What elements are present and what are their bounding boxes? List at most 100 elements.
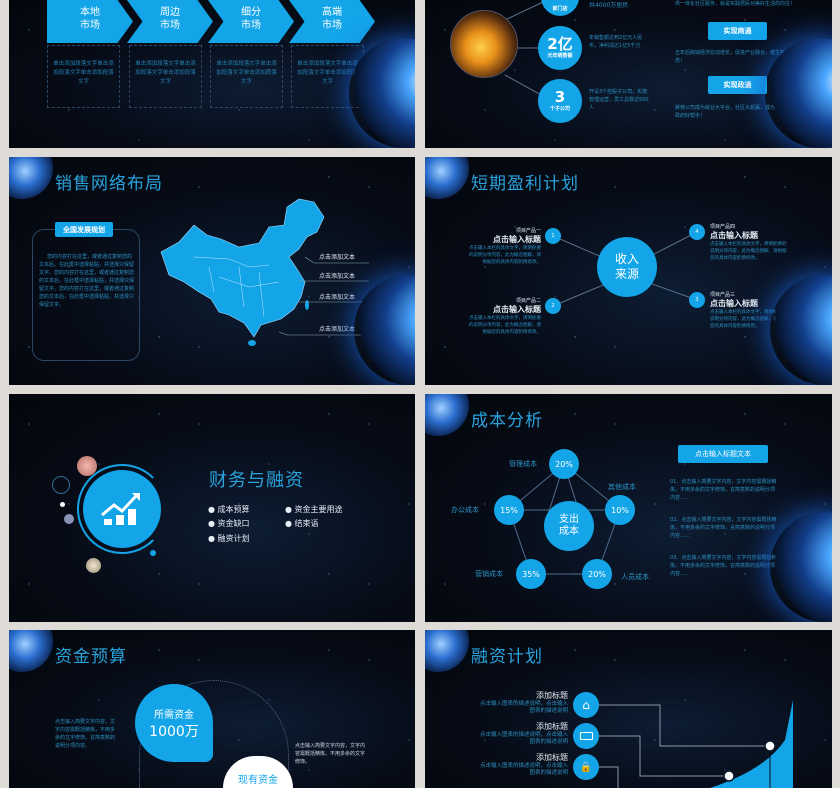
item-number-badge: 3 bbox=[689, 292, 705, 308]
money-photo bbox=[77, 456, 97, 476]
slide-sales-network[interactable]: 销售网络布局 全国发展规划 您的内容打在这里，或者通过复制您的文本后，在此框中选… bbox=[9, 157, 415, 385]
item-heading: 点击输入标题 bbox=[710, 231, 758, 240]
item-title: 添加标题 bbox=[536, 753, 568, 762]
cost-segment-label: 其他成本 bbox=[608, 483, 636, 491]
finance-icon-circle bbox=[83, 470, 161, 548]
paragraph: 五年后跨域经济拉动增长，促进产业融合，催生新型商业业态！ bbox=[675, 50, 806, 64]
china-map bbox=[160, 198, 325, 346]
cost-segment-circle: 20% bbox=[582, 559, 612, 589]
income-source-circle: 收入 来源 bbox=[597, 237, 657, 297]
text-box: 单击添加段落文字单击添加段落文字单击添加段落文字 bbox=[129, 45, 202, 108]
home-icon: ⌂ bbox=[573, 692, 599, 718]
stat-text: 开设3个控股子公司，实施管理运营，员工总数达500人 bbox=[589, 89, 649, 111]
slide-markets[interactable]: 本地 市场 周边 市场 细分 市场 高端 市场 单击添加段落文字单击添加段落文字… bbox=[9, 0, 415, 148]
chevron-highend-market: 高端 市场 bbox=[289, 0, 375, 43]
paragraph: 供一体化社区服务，就是实践居民对美好生活的向往！ bbox=[675, 1, 796, 7]
item-heading: 点击输入标题 bbox=[493, 305, 541, 314]
item-number-badge: 4 bbox=[689, 224, 705, 240]
plan-item: 添加标题 点击输入图表的描述说明，点击输入图表的描述说明 bbox=[475, 722, 568, 746]
plan-item: 添加标题 点击输入图表的描述说明，点击输入图表的描述说明 bbox=[475, 691, 568, 715]
item-desc: 点击输入本栏的具体文字，简明扼要的说明分项内容，此为概念图解，请根据您的具体内容… bbox=[469, 316, 541, 335]
lock-icon: 🔒 bbox=[573, 754, 599, 780]
item-number-badge: 2 bbox=[545, 298, 561, 314]
title-input-button[interactable]: 点击输入标题文本 bbox=[678, 445, 768, 463]
dot-decoration bbox=[60, 502, 65, 507]
item-block: 项目产品二 点击输入标题 点击输入本栏的具体文字，简明扼要的说明分项内容，此为概… bbox=[465, 297, 541, 336]
toc-item[interactable]: ● 结束语 bbox=[285, 519, 319, 528]
item-title: 添加标题 bbox=[536, 691, 568, 700]
slide-title: 资金预算 bbox=[55, 647, 127, 667]
money-photo bbox=[64, 514, 74, 524]
dot-decoration bbox=[150, 550, 156, 556]
slide-fund-budget[interactable]: 资金预算 所需资金 1000万 现有资金 点击输入简要文字内容，文字内容需概括精炼… bbox=[9, 630, 415, 788]
toc-item[interactable]: ● 成本预算 bbox=[208, 505, 250, 514]
item-subtitle: 项目产品三 bbox=[710, 292, 736, 298]
cost-segment-label: 人员成本 bbox=[621, 573, 649, 581]
paragraph: 02、点击输入简要文字内容，文字内容需概括精炼，不用多余的文字修饰，言简意赅的说… bbox=[670, 517, 777, 539]
chevron-segment-market: 细分 市场 bbox=[208, 0, 294, 43]
globe-image bbox=[9, 630, 53, 672]
toc-item[interactable]: ● 资金缺口 bbox=[208, 519, 250, 528]
chart-growth-icon bbox=[101, 493, 140, 525]
cost-segment-circle: 35% bbox=[516, 559, 546, 589]
cost-segment-circle: 20% bbox=[549, 449, 579, 479]
slide-finance-section[interactable]: 财务与融资 ● 成本预算 ● 资金主要用途 ● 资金缺口 ● 结束语 ● 融资计… bbox=[9, 394, 415, 622]
toc-item[interactable]: ● 融资计划 bbox=[208, 534, 250, 543]
item-block: 项目产品一 点击输入标题 点击输入本栏的具体文字，简明扼要的说明分项内容，此为概… bbox=[465, 227, 541, 266]
stat-circle-sales: 2亿 元年销售额 bbox=[538, 26, 582, 70]
slide-title: 短期盈利计划 bbox=[471, 174, 579, 194]
realize-commerce-button[interactable]: 实现商通 bbox=[708, 22, 767, 40]
map-label: 点击添加文本 bbox=[319, 254, 356, 261]
ring-decoration bbox=[52, 476, 70, 494]
text-box: 单击添加段落文字单击添加段落文字单击添加段落文字 bbox=[210, 45, 283, 108]
map-label: 点击添加文本 bbox=[319, 326, 356, 333]
cost-segment-circle: 15% bbox=[494, 495, 524, 525]
slide-cost-analysis[interactable]: 成本分析 支出 成本 20% 10% 20% 35% 15% 管理成本 其他成本… bbox=[425, 394, 832, 622]
item-title: 添加标题 bbox=[536, 722, 568, 731]
national-plan-button[interactable]: 全国发展规划 bbox=[55, 222, 113, 237]
connector-lines bbox=[504, 1, 544, 97]
realize-government-button[interactable]: 实现政通 bbox=[708, 76, 767, 94]
paragraph: 03、点击输入简要文字内容，文字内容需概括精炼，不用多余的文字修饰，言简意赅的说… bbox=[670, 555, 777, 577]
item-block: 项目产品三 点击输入标题 点击输入本栏的具体文字，简明扼要的说明分项内容，此为概… bbox=[710, 291, 790, 330]
cost-segment-label: 办公成本 bbox=[451, 506, 479, 514]
map-label: 点击添加文本 bbox=[319, 273, 356, 280]
plan-paragraph: 您的内容打在这里，或者通过复制您的文本后，在此框中选择粘贴，并选择只保留文字。您… bbox=[39, 254, 135, 308]
slide-title: 融资计划 bbox=[471, 647, 543, 667]
slide-financing-plan[interactable]: 融资计划 ⌂ 🔒 添加标题 点击输入图表的描述说明，点击输入图表的描述说明 添加… bbox=[425, 630, 832, 788]
ring-decoration bbox=[77, 464, 167, 554]
cost-segment-label: 营销成本 bbox=[475, 570, 503, 578]
section-title: 财务与融资 bbox=[209, 470, 304, 491]
stat-circle-subsidiaries: 3 个子公司 bbox=[538, 79, 582, 123]
item-heading: 点击输入标题 bbox=[710, 299, 758, 308]
toc-item[interactable]: ● 资金主要用途 bbox=[285, 505, 343, 514]
item-block: 项目产品四 点击输入标题 点击输入本栏的具体文字，简明扼要的说明分项内容，此为概… bbox=[710, 223, 790, 262]
slide-achievements[interactable]: 家门店 2亿 元年销售额 3 个子公司 共4000万居民 年销售额达到2亿元人民币，… bbox=[425, 0, 832, 148]
growth-chart bbox=[593, 700, 793, 788]
slide-title: 成本分析 bbox=[471, 411, 543, 431]
item-desc: 点击输入图表的描述说明，点击输入图表的描述说明 bbox=[479, 701, 568, 714]
slide-title: 销售网络布局 bbox=[55, 174, 163, 194]
slide-profit-plan[interactable]: 短期盈利计划 收入 来源 1 2 4 3 项目产品一 点击输入标题 点击输入本栏… bbox=[425, 157, 832, 385]
item-number-badge: 1 bbox=[545, 228, 561, 244]
stat-text: 年销售额达到2亿元人民币，净利润达1亿5千万 bbox=[589, 35, 643, 49]
paragraph: 点击输入简要文字内容，文字内容需概括精炼，不用多余的文字修饰，言简意赅的说明分项… bbox=[55, 719, 116, 749]
stat-text: 共4000万居民 bbox=[589, 2, 629, 9]
item-subtitle: 项目产品二 bbox=[515, 298, 541, 304]
required-funds-bubble: 所需资金 1000万 bbox=[135, 684, 213, 762]
paragraph: 將使公司成为就业大平台，社区大超赢，成为市场经济下的政府好帮手！ bbox=[675, 105, 806, 119]
paragraph: 01、点击输入简要文字内容，文字内容需概括精炼，不用多余的文字修饰，言简意赅的说… bbox=[670, 479, 777, 501]
chevron-nearby-market: 周边 市场 bbox=[127, 0, 213, 43]
item-desc: 点击输入本栏的具体文字，简明扼要的说明分项内容，此为概念图解，请根据您的具体内容… bbox=[469, 246, 541, 265]
text-box: 单击添加段落文字单击添加段落文字单击添加段落文字 bbox=[47, 45, 120, 108]
cost-segment-circle: 10% bbox=[605, 495, 635, 525]
item-desc: 点击输入本栏的具体文字，简明扼要的说明分项内容，此为概念图解，请根据您的具体内容… bbox=[710, 242, 787, 261]
battery-icon bbox=[573, 723, 599, 749]
paragraph: 点击输入简要文字内容，文字内容需概括精炼，不用多余的文字修饰。 bbox=[295, 743, 366, 765]
item-desc: 点击输入图表的描述说明，点击输入图表的描述说明 bbox=[479, 763, 568, 776]
item-desc: 点击输入图表的描述说明，点击输入图表的描述说明 bbox=[479, 732, 568, 745]
map-label: 点击添加文本 bbox=[319, 294, 356, 301]
plan-item: 添加标题 点击输入图表的描述说明，点击输入图表的描述说明 bbox=[475, 753, 568, 777]
cost-segment-label: 管理成本 bbox=[509, 460, 537, 468]
item-heading: 点击输入标题 bbox=[493, 235, 541, 244]
